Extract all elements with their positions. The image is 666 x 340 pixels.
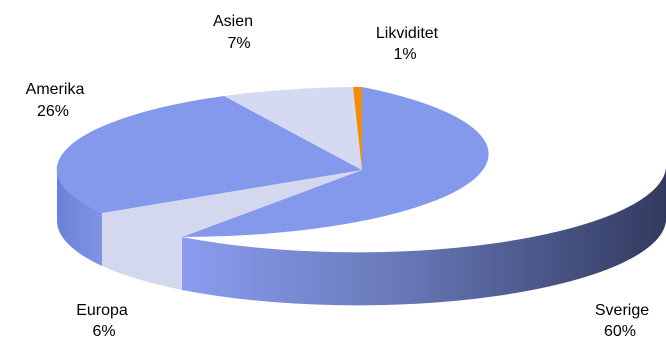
label-europa-value: 6% [92, 323, 115, 340]
side-europa [102, 213, 182, 290]
label-asien-value: 7% [227, 35, 250, 52]
label-sverige-value: 60% [604, 323, 636, 340]
slice-labels: Asien 7% Likviditet 1% Amerika 26% Europ… [26, 13, 650, 340]
label-sverige-name: Sverige [595, 302, 649, 319]
slice-likviditet [353, 86, 362, 170]
slice-amerika [56, 96, 362, 213]
label-amerika-name: Amerika [26, 81, 85, 98]
label-asien-name: Asien [213, 13, 253, 30]
label-europa-name: Europa [76, 302, 128, 319]
label-amerika-value: 26% [37, 103, 69, 120]
slice-asien [224, 87, 362, 170]
label-likviditet-name: Likviditet [376, 25, 439, 42]
slice-europa [102, 170, 362, 237]
pie-side-faces [57, 168, 666, 306]
side-sverige [182, 168, 666, 306]
label-likviditet-value: 1% [393, 46, 416, 63]
slice-sverige [182, 87, 489, 237]
side-amerika [57, 168, 102, 266]
pie-top-faces [56, 86, 489, 237]
